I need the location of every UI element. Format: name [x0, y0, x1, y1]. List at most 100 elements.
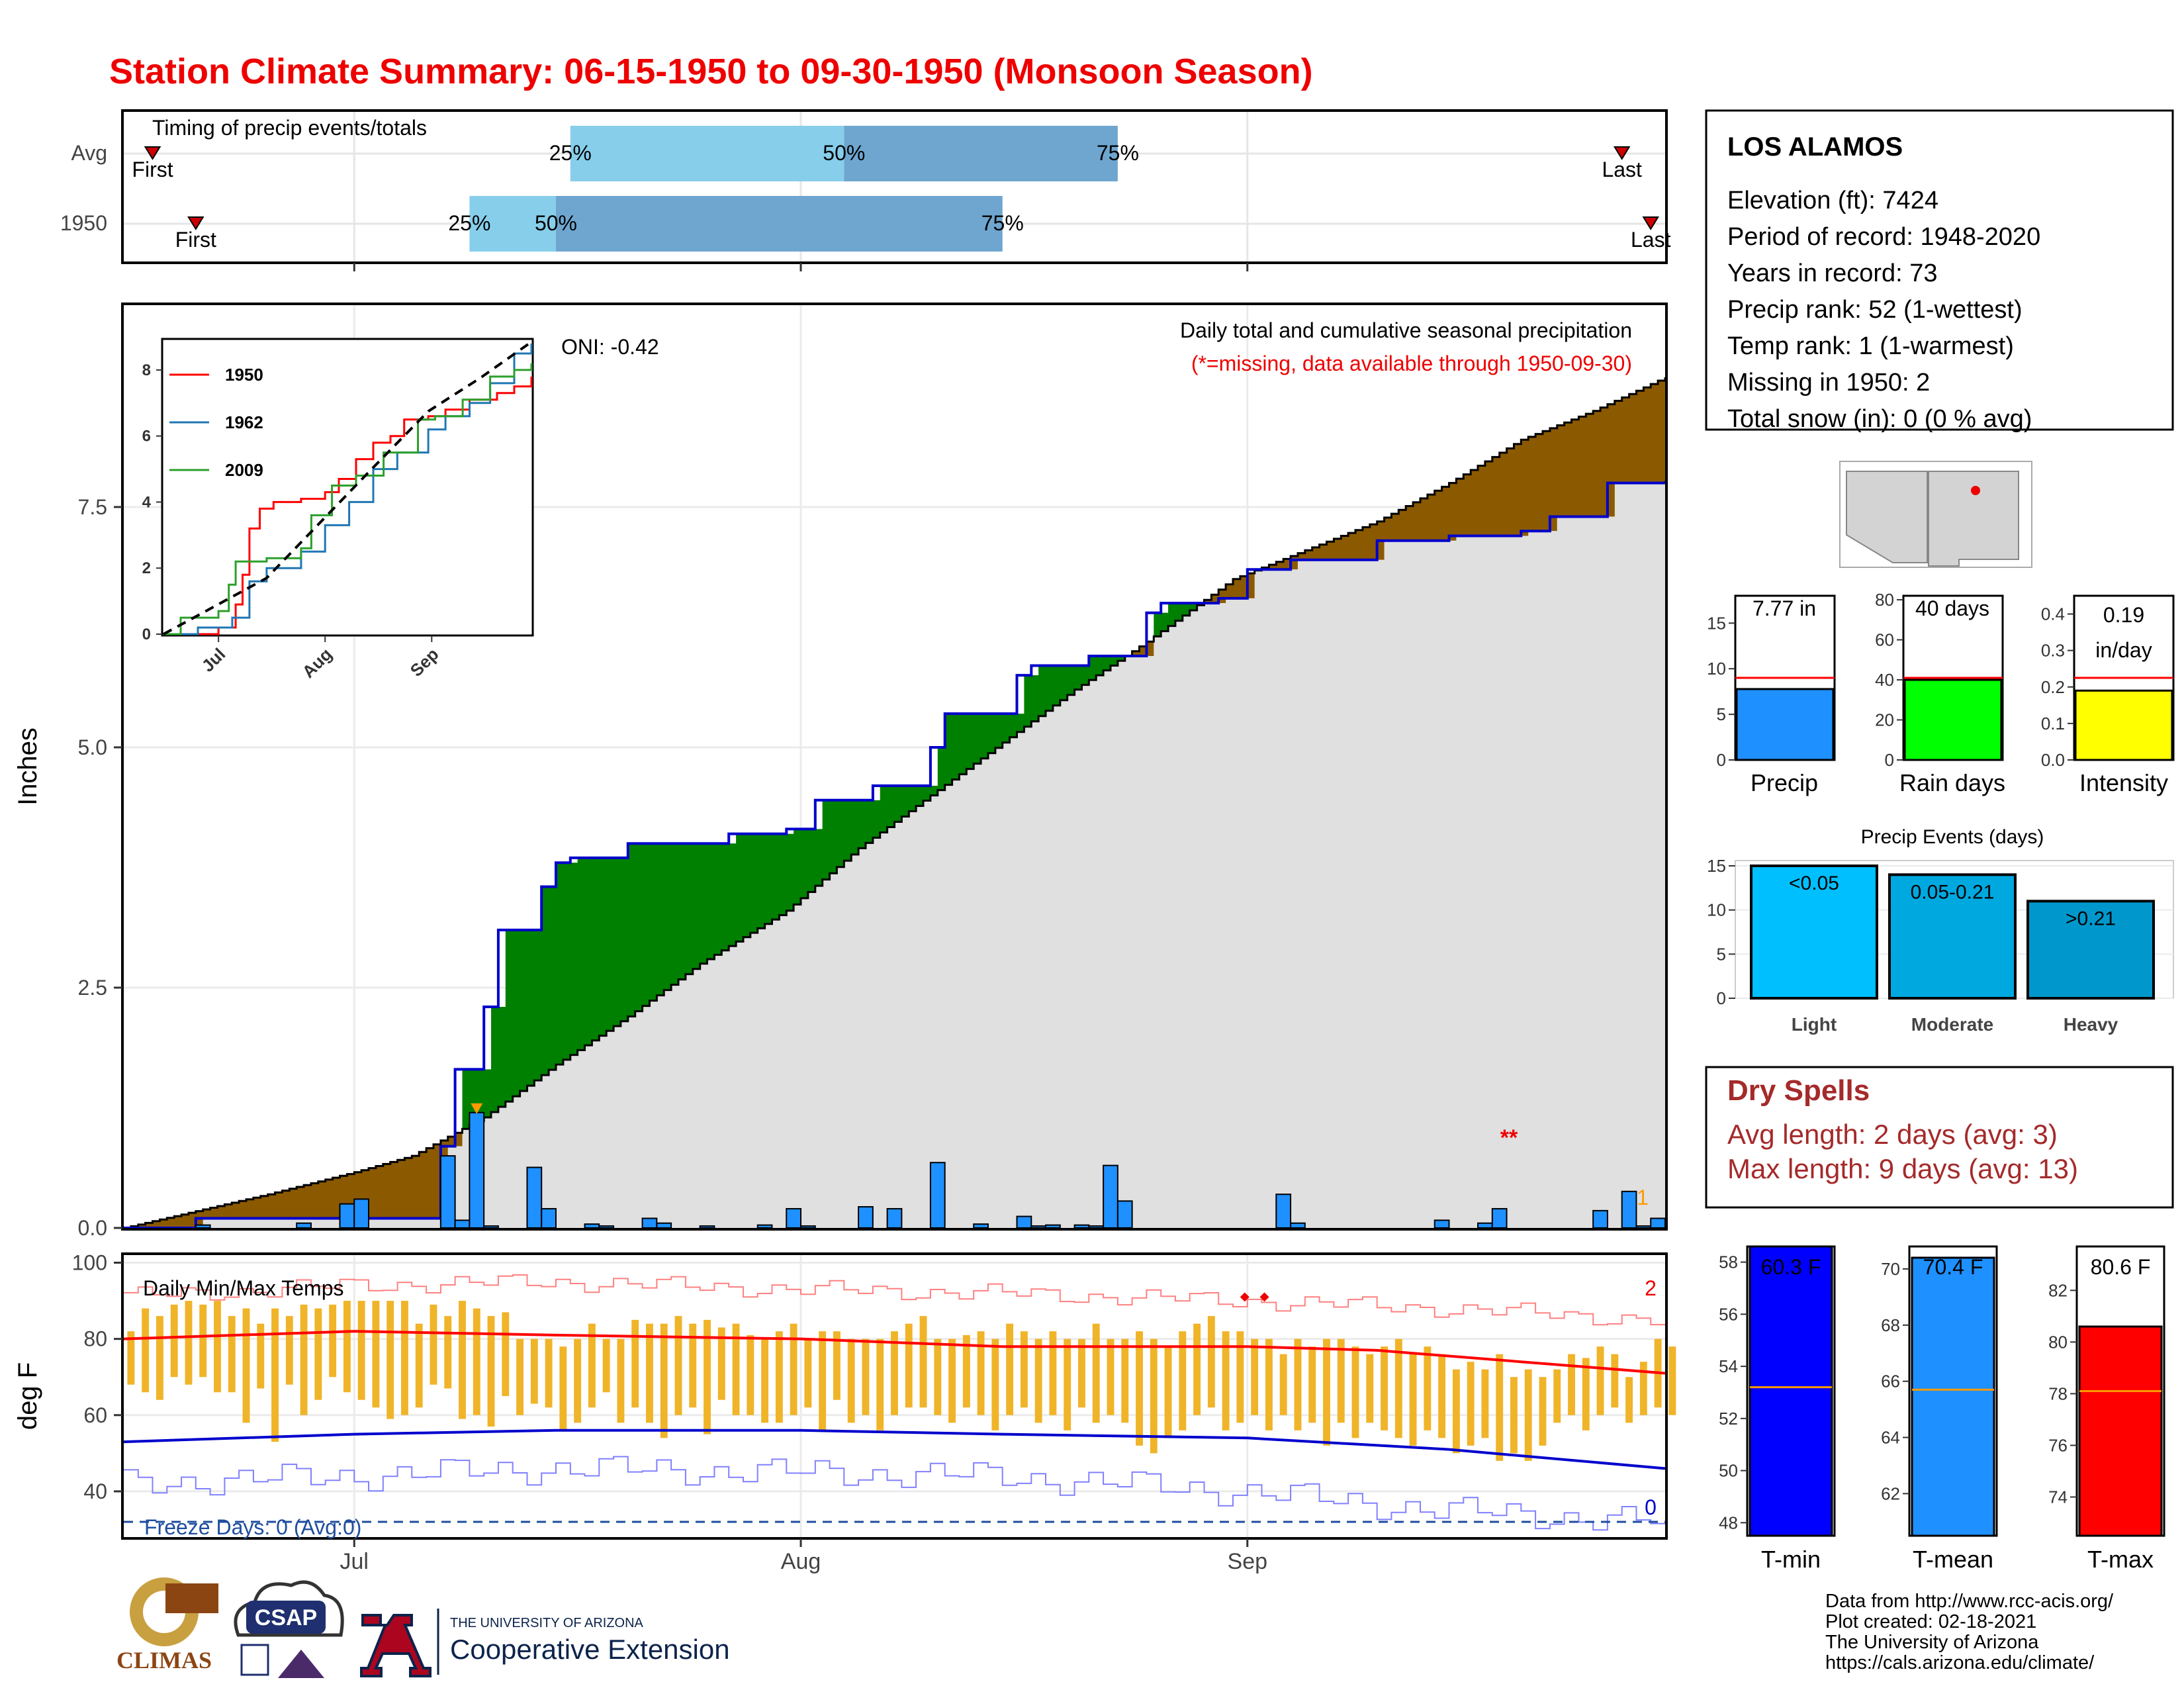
wet-surplus-slice — [981, 714, 989, 759]
wet-surplus-slice — [700, 843, 708, 964]
x-axis-tick-label: Aug — [781, 1549, 821, 1574]
ua-logo: THE UNIVERSITY OF ARIZONA Cooperative Ex… — [360, 1609, 730, 1677]
dry-deficit-slice — [419, 1152, 427, 1219]
cumulative-fill-slice — [714, 955, 722, 1228]
cumulative-fill-slice — [1283, 569, 1291, 1228]
wet-surplus-slice — [1002, 714, 1011, 743]
cumulative-fill-slice — [671, 984, 679, 1228]
cumulative-fill-slice — [858, 848, 866, 1228]
temp-box-y-tick-label: 78 — [2048, 1383, 2068, 1403]
dry-deficit-slice — [426, 1148, 434, 1219]
x-axis: Jul Aug Sep — [340, 1538, 1267, 1574]
dry-deficit-slice — [1369, 524, 1378, 560]
daily-temp-range-bar — [1121, 1338, 1129, 1423]
dry-spells-box: Dry Spells Avg length: 2 days (avg: 3) M… — [1705, 1066, 2174, 1209]
daily-precip-bar — [973, 1223, 989, 1229]
daily-temp-range-bar — [1092, 1323, 1100, 1423]
dry-deficit-slice — [1658, 380, 1666, 483]
inset-series-line-2009 — [163, 363, 533, 635]
temp-box-bar — [2078, 1325, 2163, 1537]
mini-box-value: 0.19 — [2103, 603, 2144, 627]
wet-surplus-slice — [1189, 603, 1198, 611]
dry-deficit-slice — [275, 1192, 283, 1219]
cumulative-fill-slice — [887, 827, 895, 1228]
cumulative-fill-slice — [1189, 610, 1198, 1228]
dry-deficit-slice — [239, 1201, 247, 1219]
daily-temp-range-bar — [948, 1338, 956, 1423]
last-event-label: Last — [1631, 228, 1671, 252]
temp-box-label: T-max — [2087, 1546, 2154, 1573]
dry-deficit-slice — [1312, 547, 1320, 560]
cumulative-fill-slice — [1629, 483, 1637, 1228]
daily-temp-range-bar — [559, 1346, 567, 1430]
dry-deficit-slice — [253, 1197, 261, 1219]
cumulative-fill-slice — [491, 1112, 499, 1228]
precip-header: Daily total and cumulative seasonal prec… — [1180, 318, 1632, 342]
wet-surplus-slice — [959, 714, 967, 774]
daily-temp-range-bar — [1150, 1338, 1158, 1454]
daily-temp-range-bar — [646, 1323, 653, 1423]
cumulative-fill-slice — [707, 959, 715, 1228]
daily-temp-range-bar — [833, 1331, 841, 1400]
wet-surplus-slice — [627, 843, 636, 1017]
daily-precip-bar — [1275, 1194, 1292, 1229]
quartile-bar-50-75 — [555, 196, 1003, 252]
daily-temp-range-bar — [1078, 1338, 1085, 1408]
mini-box-y-tick-label: 10 — [1707, 659, 1726, 679]
dry-deficit-slice — [246, 1199, 254, 1219]
cumulative-fill-slice — [1031, 721, 1039, 1228]
cumulative-fill-slice — [966, 769, 974, 1228]
cumulative-fill-slice — [1269, 569, 1277, 1228]
daily-precip-bar — [454, 1219, 471, 1229]
temp-box-value: 80.6 F — [2091, 1255, 2151, 1279]
quartile-label-25: 25% — [549, 141, 592, 165]
wet-surplus-slice — [764, 833, 773, 924]
cumulative-fill-slice — [1139, 656, 1148, 1228]
wet-surplus-slice — [592, 857, 600, 1041]
cumulative-fill-slice — [1499, 536, 1508, 1228]
average-max-temp-line — [123, 1330, 1666, 1375]
cumulative-fill-slice — [527, 1086, 535, 1228]
cumulative-fill-slice — [433, 1218, 441, 1228]
daily-precip-bar — [858, 1206, 874, 1229]
summary-mini-boxes: 0 5 10 15 7.77 in Precip 0 20 40 60 80 40 days Rain … — [1707, 590, 2175, 796]
mini-box-y-tick-label: 15 — [1707, 613, 1726, 633]
cumulative-fill-slice — [1355, 559, 1363, 1228]
cumulative-fill-slice — [520, 1091, 528, 1228]
daily-precip-bar — [584, 1223, 600, 1229]
daily-temp-range-bar — [1136, 1331, 1143, 1446]
wet-surplus-slice — [772, 833, 780, 920]
dry-deficit-slice — [1651, 384, 1659, 483]
dry-deficit-slice — [1334, 538, 1342, 560]
inset-y-tick-label: 0 — [142, 626, 151, 643]
dry-deficit-slice — [1564, 422, 1572, 517]
cumulative-fill-slice — [1334, 559, 1342, 1228]
dry-deficit-slice — [267, 1194, 276, 1219]
cumulative-fill-slice — [678, 979, 686, 1228]
cumulative-fill-slice — [397, 1218, 406, 1228]
credit-line-created: Plot created: 02-18-2021 — [1825, 1611, 2036, 1632]
precip-y-tick-label: 0.0 — [78, 1216, 107, 1240]
cumulative-fill-slice — [721, 950, 729, 1228]
daily-temp-range-bar — [876, 1338, 884, 1430]
wet-surplus-slice — [901, 786, 909, 817]
cumulative-fill-slice — [549, 1070, 557, 1228]
wet-surplus-slice — [872, 800, 881, 838]
cumulative-fill-slice — [995, 747, 1003, 1228]
mini-box-y-tick-label: 0.3 — [2041, 641, 2065, 661]
daily-precip-bar — [1290, 1222, 1306, 1229]
daily-temp-range-bar — [962, 1335, 970, 1408]
max-daily-marker-icon — [471, 1103, 483, 1114]
temp-panel-frame — [121, 1252, 1668, 1540]
dry-deficit-slice — [1341, 536, 1349, 560]
csap-logo-lines — [240, 1644, 269, 1676]
csap-logo: CSAP — [234, 1580, 344, 1678]
dry-spells-max: Max length: 9 days (avg: 13) — [1727, 1153, 2078, 1184]
wet-surplus-slice — [620, 857, 629, 1021]
daily-temp-range-bar — [991, 1338, 999, 1430]
location-map — [1839, 461, 2032, 568]
daily-precip-bar — [526, 1166, 543, 1229]
daily-temp-range-bar — [1337, 1338, 1345, 1423]
wet-surplus-slice — [1161, 612, 1169, 632]
temp-box-y-tick-label: 70 — [1881, 1259, 1900, 1279]
